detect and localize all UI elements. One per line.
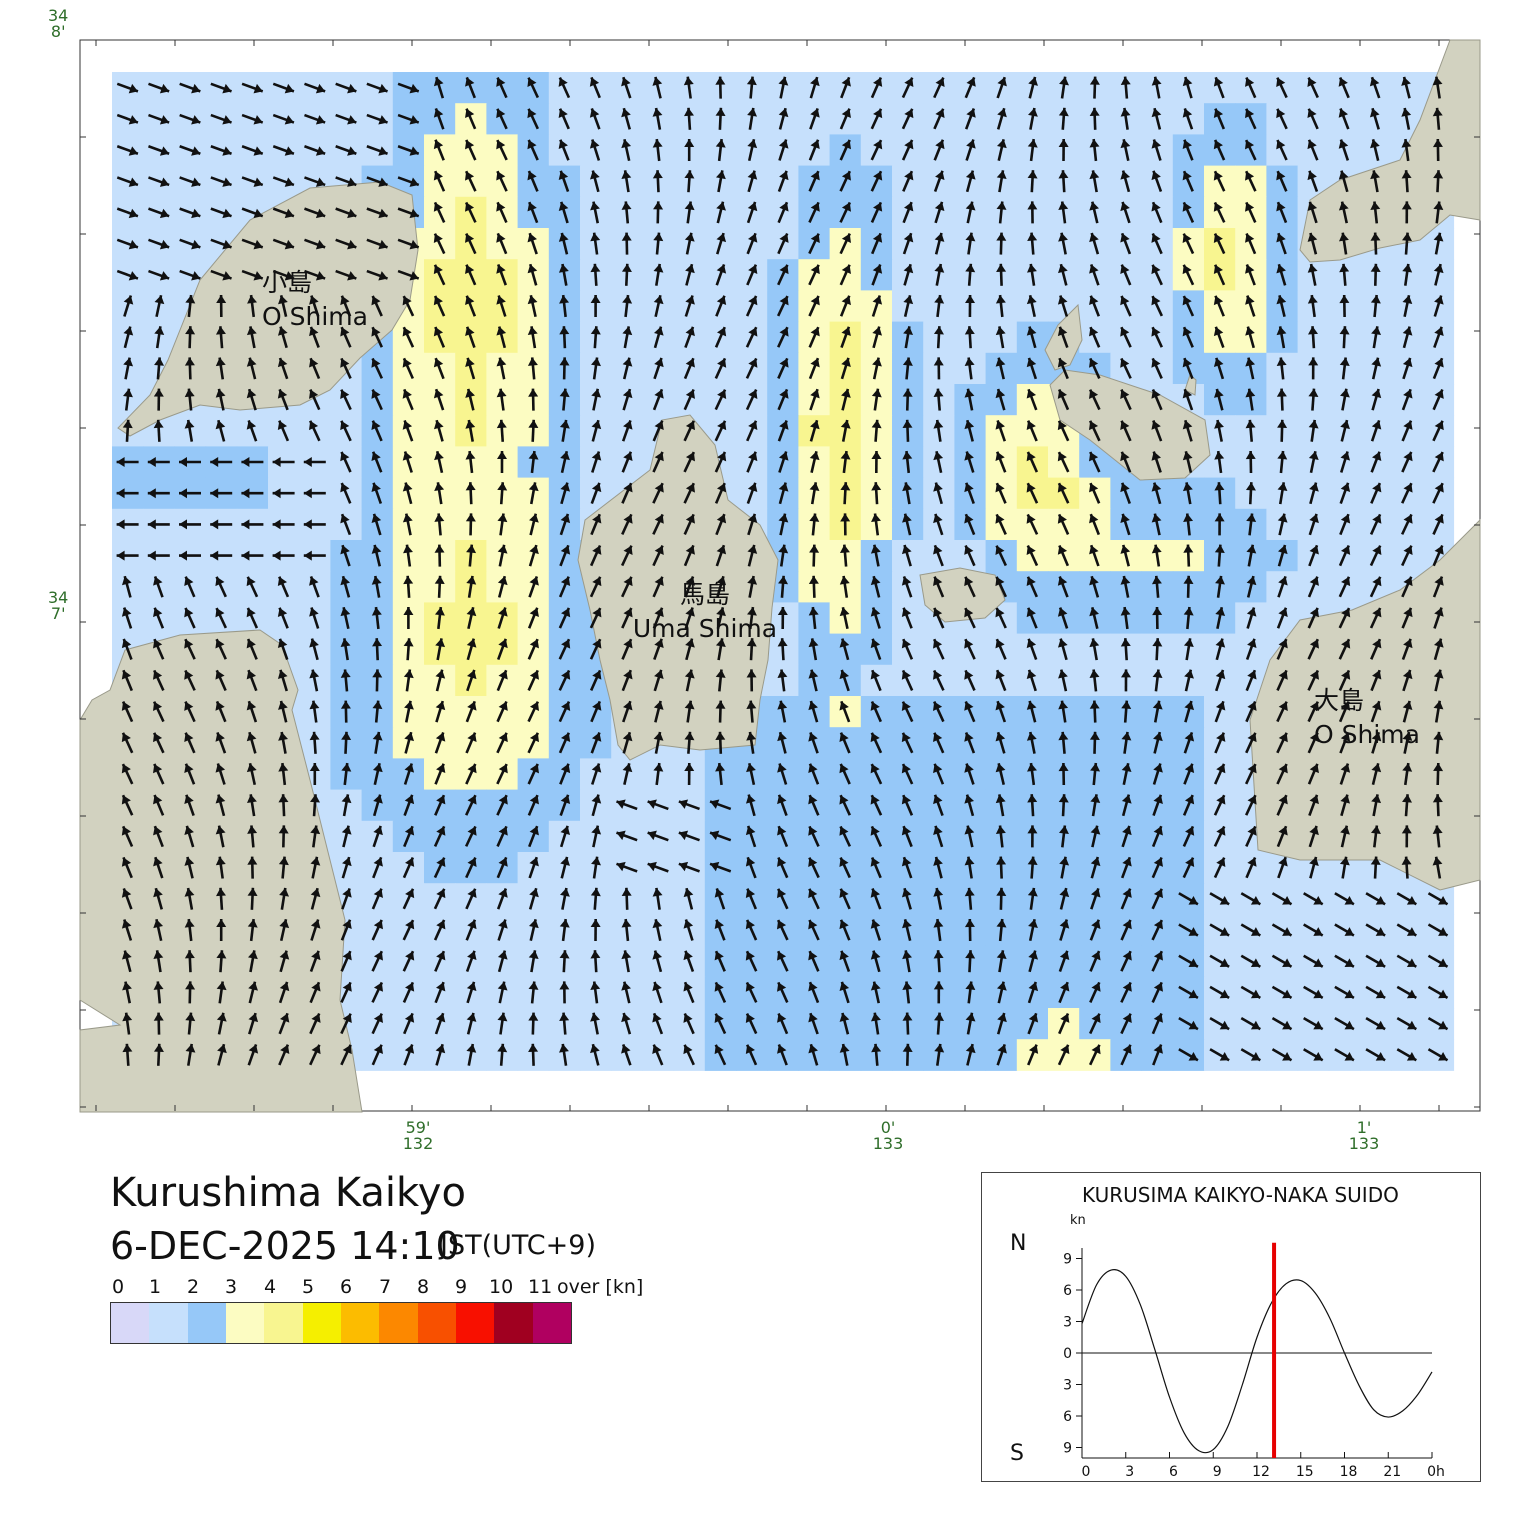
lon-label-132-59: 59' 132 [402,1118,434,1153]
map-timezone: JST(UTC+9) [440,1230,596,1261]
tide-x-tick-label: 9 [1213,1464,1222,1480]
tide-y-tick-label: 0 [1063,1346,1072,1362]
legend-label: 11 [528,1276,553,1298]
lon-label-133-0: 0' 133 [872,1118,904,1153]
legend-swatch [225,1303,265,1343]
legend-label: 3 [225,1276,238,1298]
tide-y-tick-label: 3 [1063,1378,1072,1394]
tide-x-tick-label: 21 [1383,1464,1401,1480]
legend-label: over [kn] [557,1276,644,1298]
tide-x-tick-label: 0 [1082,1464,1091,1480]
tide-series-line [1081,1269,1433,1454]
tide-x-tick-label: 6 [1169,1464,1178,1480]
tide-chart-title: KURUSIMA KAIKYO-NAKA SUIDO [1082,1183,1399,1207]
tide-x-tick-label: 0h [1427,1464,1445,1480]
tide-chart-north-label: N [1010,1231,1027,1256]
tide-y-tick-label: 6 [1063,1283,1072,1299]
legend-label: 4 [264,1276,277,1298]
legend-swatch [340,1303,380,1343]
legend-label: 8 [417,1276,430,1298]
legend-color-bar [110,1302,572,1344]
island-label-umashima: 馬島 Uma Shima [632,580,778,643]
tide-y-tick-label: 6 [1063,1409,1072,1425]
tide-chart-south-label: S [1010,1441,1024,1466]
tide-x-tick-label: 15 [1296,1464,1314,1480]
legend-label: 10 [489,1276,514,1298]
tide-y-tick-label: 9 [1063,1441,1072,1457]
island-label-oshima-small: 小島 O Shima [262,268,368,331]
legend-swatch [455,1303,495,1343]
tide-chart-unit: kn [1070,1213,1086,1228]
legend-swatch [302,1303,341,1343]
legend-label: 5 [302,1276,315,1298]
map-title: Kurushima Kaikyo [110,1170,466,1216]
legend-label: 1 [149,1276,162,1298]
tide-chart-panel: 9 6 3 0 3 6 9 0 3 6 9 12 15 18 21 0h KURUSIMA KAIKYO-NA… [981,1172,1481,1482]
island-label-oshima-large: 大島 O Shima [1314,686,1420,749]
legend-swatch [187,1303,226,1343]
legend-label: 6 [340,1276,353,1298]
legend-label: 2 [187,1276,200,1298]
legend-swatch [494,1303,533,1343]
tide-x-tick-label: 12 [1252,1464,1270,1480]
legend-label: 0 [112,1276,125,1298]
legend-label: 9 [455,1276,468,1298]
lat-label-34-8: 34 8' [48,6,69,41]
lon-label-133-1: 1' 133 [1348,1118,1380,1153]
tide-y-tick-label: 9 [1063,1252,1072,1268]
legend-swatch [417,1303,456,1343]
legend-labels: 0 1 2 3 4 5 6 7 8 9 10 11 over [kn] [110,1276,710,1300]
legend-label: 7 [379,1276,392,1298]
legend-swatch [264,1303,303,1343]
legend-swatch [379,1303,418,1343]
tide-x-tick-label: 18 [1340,1464,1358,1480]
legend-swatch [532,1303,571,1343]
map-datetime: 6-DEC-2025 14:10 [110,1224,460,1268]
legend-swatch [111,1303,150,1343]
tide-x-tick-label: 3 [1125,1464,1134,1480]
legend-swatch [149,1303,188,1343]
tide-y-tick-label: 3 [1063,1315,1072,1331]
lat-label-34-7: 34 7' [48,588,69,623]
